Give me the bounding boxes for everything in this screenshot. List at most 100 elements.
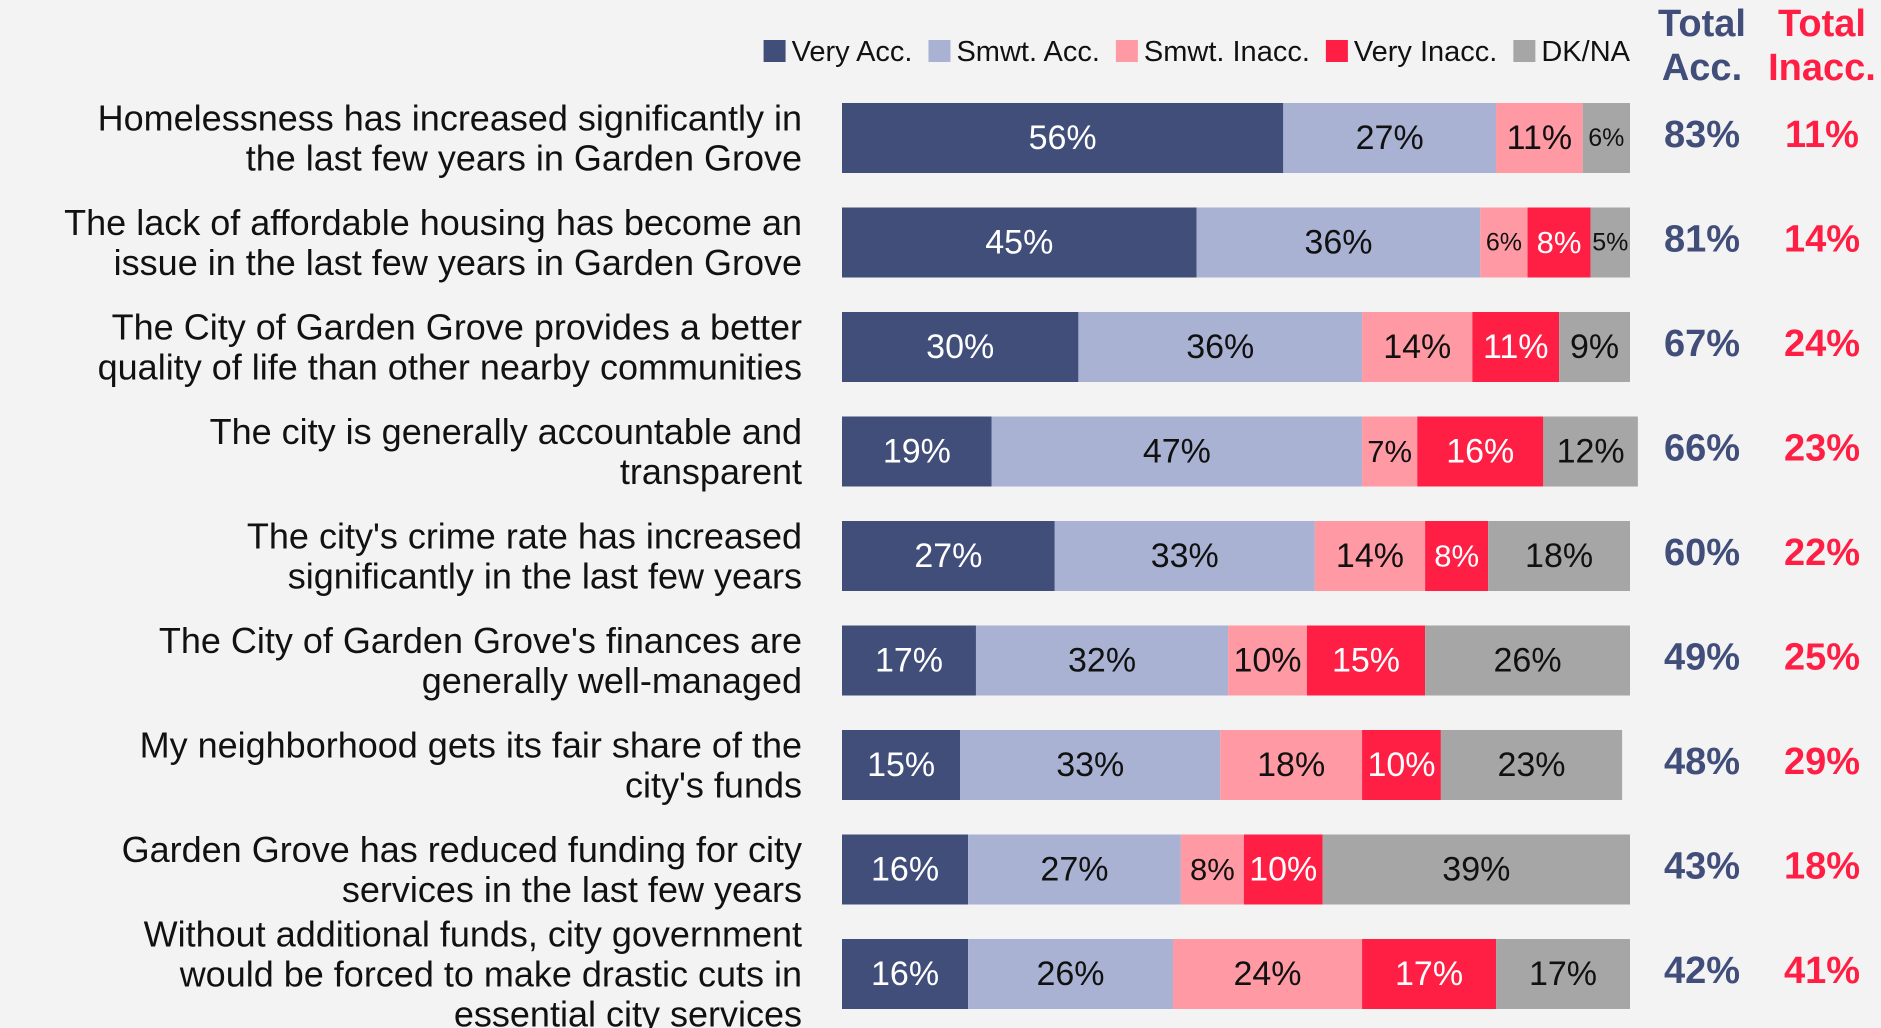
total-header: Acc. xyxy=(1662,47,1742,89)
value-label: 7% xyxy=(1367,434,1412,469)
total-value: 60% xyxy=(1664,532,1740,574)
total-value: 48% xyxy=(1664,741,1740,783)
value-label: 10% xyxy=(1233,642,1301,680)
value-label: 26% xyxy=(1036,955,1104,993)
value-label: 12% xyxy=(1557,433,1625,471)
bar-segment xyxy=(1314,521,1426,591)
bar-segment xyxy=(1322,834,1630,905)
bar-segment xyxy=(842,416,992,487)
value-label: 32% xyxy=(1068,642,1136,680)
bar-segment xyxy=(1472,312,1560,382)
category-label: The City of Garden Grove's finances are xyxy=(159,620,802,661)
category-label: issue in the last few years in Garden Gr… xyxy=(114,242,802,283)
value-label: 27% xyxy=(914,537,982,575)
bar-segment xyxy=(991,416,1363,487)
bar-segment xyxy=(1582,103,1630,173)
bar-segment xyxy=(1362,416,1418,487)
bar-segment xyxy=(1243,834,1323,905)
legend-label: Smwt. Inacc. xyxy=(1144,36,1310,68)
value-label: 11% xyxy=(1483,328,1549,366)
total-value: 83% xyxy=(1664,114,1740,156)
value-label: 10% xyxy=(1249,851,1317,889)
legend-swatch xyxy=(928,40,951,62)
total-value: 18% xyxy=(1784,846,1860,888)
bar-segment xyxy=(1362,730,1441,800)
category-label: quality of life than other nearby commun… xyxy=(98,347,802,388)
bar-segment xyxy=(1488,521,1630,591)
bar-segment xyxy=(1306,625,1426,696)
total-header: Total xyxy=(1658,3,1746,45)
value-label: 16% xyxy=(871,955,939,993)
bar-segment xyxy=(1527,207,1591,278)
category-label: transparent xyxy=(620,451,802,492)
value-label: 14% xyxy=(1383,328,1451,366)
category-label: My neighborhood gets its fair share of t… xyxy=(140,725,802,766)
total-value: 29% xyxy=(1784,741,1860,783)
value-label: 5% xyxy=(1592,229,1628,257)
bar-segment xyxy=(1496,103,1583,173)
legend-label: Very Inacc. xyxy=(1354,36,1497,68)
bar-segment xyxy=(1180,834,1244,905)
bar-segment xyxy=(1228,625,1307,696)
value-label: 33% xyxy=(1151,537,1219,575)
bar-segment xyxy=(1440,730,1623,800)
total-header: Inacc. xyxy=(1768,47,1876,89)
value-label: 16% xyxy=(871,851,939,889)
legend-label: Very Acc. xyxy=(792,36,913,68)
category-label: The lack of affordable housing has becom… xyxy=(64,202,802,243)
legend-swatch xyxy=(1513,40,1536,62)
bar-segment xyxy=(1590,207,1630,278)
category-label: Without additional funds, city governmen… xyxy=(144,914,802,955)
bar-segment xyxy=(842,103,1284,173)
value-label: 27% xyxy=(1040,851,1108,889)
bar-segment xyxy=(1078,312,1363,382)
bar-segment xyxy=(1543,416,1638,487)
bar-segment xyxy=(842,730,961,800)
category-label: significantly in the last few years xyxy=(288,556,802,597)
category-label: essential city services xyxy=(454,994,802,1028)
total-value: 49% xyxy=(1664,637,1740,679)
total-header: Total xyxy=(1778,3,1866,45)
value-label: 19% xyxy=(883,433,951,471)
value-label: 39% xyxy=(1442,851,1510,889)
category-label: city's funds xyxy=(625,765,802,806)
value-label: 17% xyxy=(875,642,943,680)
value-label: 10% xyxy=(1367,746,1435,784)
value-label: 8% xyxy=(1434,539,1479,574)
category-label: would be forced to make drastic cuts in xyxy=(179,954,802,995)
value-label: 17% xyxy=(1529,955,1597,993)
bar-segment xyxy=(1425,521,1489,591)
legend-swatch xyxy=(1325,40,1348,62)
total-value: 41% xyxy=(1784,950,1860,992)
bar-segment xyxy=(1362,312,1473,382)
value-label: 8% xyxy=(1190,852,1235,887)
value-label: 47% xyxy=(1143,433,1211,471)
value-label: 14% xyxy=(1336,537,1404,575)
bar-segment xyxy=(842,312,1079,382)
category-label: Homelessness has increased significantly… xyxy=(98,98,802,139)
total-value: 25% xyxy=(1784,637,1860,679)
total-value: 22% xyxy=(1784,532,1860,574)
value-label: 56% xyxy=(1029,119,1097,157)
bar-segment xyxy=(1362,939,1497,1009)
value-label: 18% xyxy=(1525,537,1593,575)
bar-segment xyxy=(1480,207,1528,278)
value-label: 17% xyxy=(1395,955,1463,993)
bar-segment xyxy=(1172,939,1363,1009)
bar-segment xyxy=(1425,625,1630,696)
value-label: 9% xyxy=(1570,328,1619,366)
total-value: 43% xyxy=(1664,846,1740,888)
total-value: 23% xyxy=(1784,428,1860,470)
bar-segment xyxy=(842,939,969,1009)
category-label: The City of Garden Grove provides a bett… xyxy=(112,307,802,348)
value-label: 11% xyxy=(1507,119,1573,157)
bar-segment xyxy=(1220,730,1363,800)
legend-swatch xyxy=(1115,40,1138,62)
total-value: 24% xyxy=(1784,323,1860,365)
category-label: The city is generally accountable and xyxy=(210,411,802,452)
legend-swatch xyxy=(763,40,786,62)
bar-segment xyxy=(1417,416,1544,487)
value-label: 45% xyxy=(985,224,1053,262)
value-label: 26% xyxy=(1494,642,1562,680)
